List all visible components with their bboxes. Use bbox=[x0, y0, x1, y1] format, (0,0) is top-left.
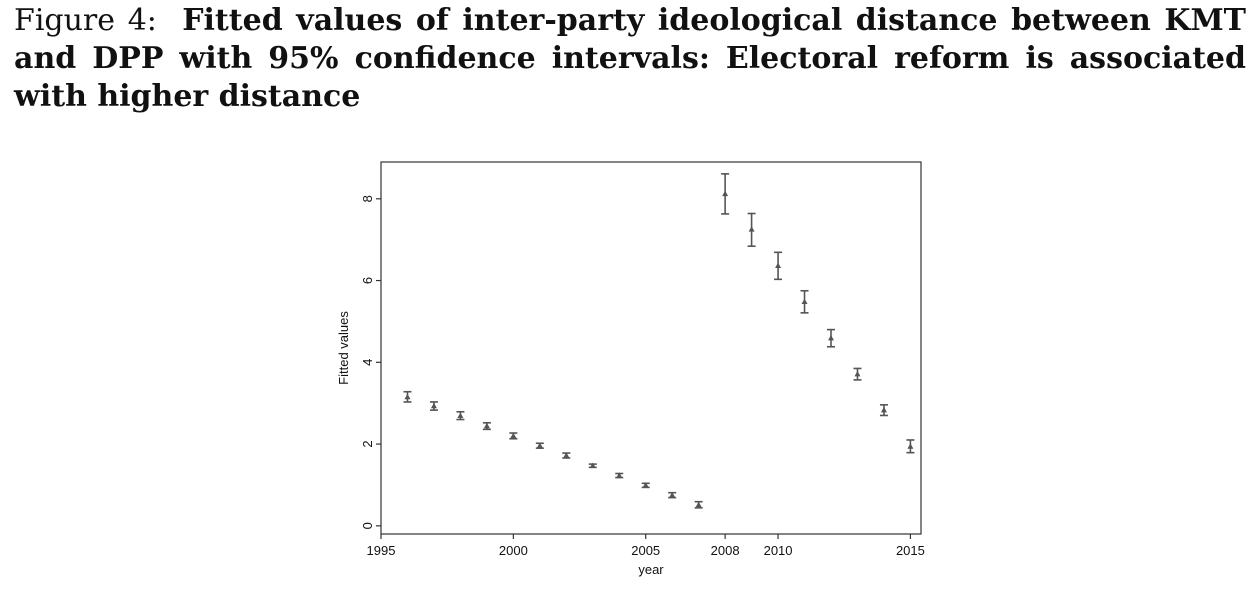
error-bar bbox=[456, 410, 465, 421]
error-bar bbox=[615, 472, 624, 479]
plot-area bbox=[380, 161, 922, 535]
data-point bbox=[695, 501, 702, 508]
data-point bbox=[483, 422, 490, 429]
data-point bbox=[828, 334, 834, 341]
error-bar bbox=[853, 367, 862, 381]
y-tick-label: 2 bbox=[360, 440, 375, 447]
y-tick-label: 6 bbox=[360, 277, 375, 284]
error-bar bbox=[774, 251, 783, 281]
x-axis: 1995 2000 2005 2008 2010 2015 bbox=[367, 534, 925, 558]
error-bar bbox=[588, 462, 597, 469]
x-axis-label: year bbox=[638, 562, 664, 577]
data-point bbox=[722, 190, 729, 197]
data-point bbox=[510, 432, 517, 439]
data-point bbox=[589, 462, 596, 468]
error-bar bbox=[641, 482, 650, 489]
data-point bbox=[669, 491, 676, 498]
data-point bbox=[854, 370, 861, 377]
x-tick-label: 2005 bbox=[631, 543, 660, 558]
y-tick-label: 0 bbox=[360, 522, 375, 529]
y-tick-label: 4 bbox=[360, 359, 375, 366]
error-bar bbox=[668, 491, 677, 499]
data-point bbox=[801, 298, 808, 305]
figure-title: Fitted values of inter-party ideological… bbox=[14, 3, 1246, 114]
error-bar bbox=[694, 500, 703, 509]
data-point bbox=[748, 226, 755, 232]
data-point bbox=[642, 482, 649, 488]
error-bar bbox=[482, 422, 491, 431]
error-bar bbox=[827, 328, 835, 348]
error-bar bbox=[562, 452, 571, 459]
error-bar bbox=[879, 404, 888, 417]
data-point bbox=[616, 472, 623, 478]
x-tick-label: 2010 bbox=[764, 543, 793, 558]
data-point bbox=[880, 406, 887, 413]
error-bar bbox=[800, 289, 809, 314]
data-point bbox=[563, 452, 570, 458]
error-bar bbox=[535, 442, 544, 449]
y-axis: 0 2 4 6 8 bbox=[360, 195, 381, 529]
x-tick-label: 2008 bbox=[711, 543, 740, 558]
data-point bbox=[775, 262, 782, 269]
x-tick-label: 2015 bbox=[896, 543, 925, 558]
error-bar bbox=[906, 439, 915, 454]
error-bar bbox=[403, 390, 412, 403]
data-point bbox=[457, 412, 464, 419]
error-bar bbox=[509, 432, 518, 440]
data-point bbox=[430, 402, 437, 409]
error-bar bbox=[721, 173, 730, 215]
y-axis-label: Fitted values bbox=[336, 311, 351, 385]
error-bar bbox=[747, 212, 756, 248]
y-tick-label: 8 bbox=[360, 195, 375, 202]
data-point bbox=[907, 443, 914, 449]
figure-number: Figure 4: bbox=[14, 3, 157, 38]
error-bar bbox=[429, 401, 438, 411]
data-marks bbox=[403, 173, 915, 509]
x-tick-label: 2000 bbox=[499, 543, 528, 558]
figure-caption: Figure 4: Fitted values of inter-party i… bbox=[14, 2, 1246, 116]
x-tick-label: 1995 bbox=[367, 543, 396, 558]
data-point bbox=[536, 442, 543, 448]
data-point bbox=[404, 393, 411, 400]
